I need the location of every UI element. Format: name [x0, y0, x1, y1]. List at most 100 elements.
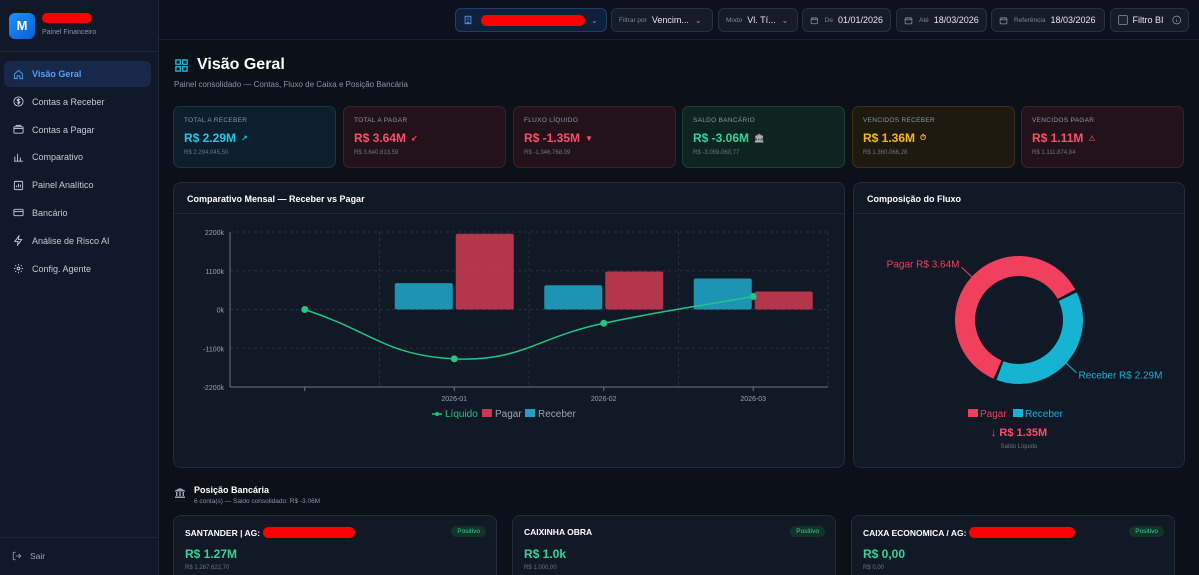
credit-card-icon [13, 207, 24, 218]
panel-title: Comparativo Mensal — Receber vs Pagar [187, 194, 365, 204]
reference-date-input[interactable]: Referência 18/03/2026 [991, 8, 1105, 32]
sidebar-nav: Visão Geral Contas a Receber Contas a Pa… [4, 61, 151, 283]
clock-icon: ⏱ [920, 133, 927, 142]
kpi-value-text: R$ 3.64M [354, 131, 407, 145]
home-icon [13, 69, 24, 80]
kpi-total-receber[interactable]: Total a Receber R$ 2.29M ↗ R$ 2.294.045,5… [173, 106, 336, 168]
info-icon[interactable] [1171, 15, 1181, 25]
legend-swatch-receber [525, 409, 535, 417]
brand[interactable]: M Painel Financeiro [9, 13, 154, 41]
bi-filter-checkbox[interactable] [1118, 15, 1128, 25]
kpi-sub: R$ 1.111.874,84 [1032, 150, 1076, 156]
kpi-label: Total a Pagar [354, 117, 408, 124]
status-badge: Positivo [790, 526, 825, 537]
calendar-icon [810, 16, 818, 24]
kpi-value-text: R$ 2.29M [184, 131, 237, 145]
bank-name: CAIXINHA OBRA [524, 527, 593, 537]
date-to-input[interactable]: Até 18/03/2026 [896, 8, 987, 32]
divider [0, 537, 159, 538]
sidebar-item-label: Comparativo [32, 152, 84, 163]
analytics-icon [13, 180, 24, 191]
sidebar-item-comparativo[interactable]: Comparativo [4, 144, 151, 170]
monthly-comparison-chart[interactable]: 2200k 1100k 0k -1100k -2200k 2026-01 2026-02 2… [174, 213, 846, 469]
building-icon [464, 15, 472, 25]
sidebar-item-visao-geral[interactable]: Visão Geral [4, 61, 151, 87]
sidebar-item-label: Painel Analítico [32, 180, 94, 191]
bank-name-text: CAIXA ECONOMICA / AG: [863, 527, 967, 538]
mode-select[interactable]: Modo Vl. Tí... ⌄ [718, 8, 798, 32]
kpi-sub: R$ 2.294.045,50 [184, 150, 229, 156]
bar-pagar [605, 271, 664, 310]
sidebar-item-contas-pagar[interactable]: Contas a Pagar [4, 117, 151, 143]
warning-icon: ⚠ [1088, 133, 1096, 143]
bank-card-santander[interactable]: SANTANDER | AG: Positivo R$ 1.27M R$ 1.2… [173, 515, 497, 575]
bank-card-caixinha-obra[interactable]: CAIXINHA OBRA Positivo R$ 1.0k R$ 1.000,… [512, 515, 836, 575]
net-label: Saldo Líquido [1001, 444, 1038, 450]
topbar: ⌄ Filtrar por Vencim... ⌄ Modo Vl. Tí...… [159, 0, 1199, 40]
y-tick-label: -2200k [203, 385, 225, 392]
sidebar-item-config-agente[interactable]: Config. Agente [4, 256, 151, 282]
bank-card-caixa-economica[interactable]: CAIXA ECONOMICA / AG: Positivo R$ 0,00 R… [851, 515, 1175, 575]
kpi-value: R$ 3.64M ↙ [354, 131, 495, 145]
filter-by-select[interactable]: Filtrar por Vencim... ⌄ [611, 8, 713, 32]
y-tick-label: 1100k [205, 269, 224, 276]
legend-label-pagar: Pagar [495, 409, 522, 420]
donut-label-leader [961, 266, 973, 278]
kpi-vencidos-pagar[interactable]: Vencidos Pagar R$ 1.11M ⚠ R$ 1.111.874,84 [1021, 106, 1184, 168]
kpi-sub: R$ 3.640.813,59 [354, 150, 399, 156]
trend-up-icon: ↗ [241, 133, 248, 143]
page-title: Visão Geral [174, 56, 285, 74]
x-tick-label: 2026-03 [740, 396, 766, 403]
logout-label: Sair [30, 551, 46, 561]
kpi-sub: R$ -1.346.768,09 [524, 150, 571, 156]
bank-section-header: Posição Bancária 6 conta(s) — Saldo cons… [174, 485, 320, 505]
bank-balance: R$ 1.27M [185, 547, 238, 561]
y-tick-label: -1100k [203, 346, 224, 353]
sidebar-item-contas-receber[interactable]: Contas a Receber [4, 89, 151, 115]
sidebar-item-bancario[interactable]: Bancário [4, 200, 151, 226]
legend-swatch-pagar [482, 409, 492, 417]
calendar-icon [999, 16, 1008, 24]
panel-title: Composição do Fluxo [867, 194, 962, 204]
calendar-icon [904, 16, 913, 24]
grid-icon [175, 58, 188, 72]
net-value: ↓ R$ 1.35M [991, 427, 1047, 439]
reference-date-label: Referência [1014, 16, 1046, 24]
page-subtitle: Painel consolidado — Contas, Fluxo de Ca… [174, 80, 408, 89]
gear-icon [13, 263, 24, 274]
kpi-value: R$ 1.36M ⏱ [863, 131, 1004, 145]
logout-button[interactable]: Sair [12, 551, 45, 561]
divider [0, 51, 159, 52]
legend-swatch-receber [1013, 409, 1023, 417]
brand-name-redacted [42, 13, 92, 23]
donut-slice-receber [996, 292, 1083, 384]
bi-filter-toggle[interactable]: Filtro BI [1110, 8, 1189, 32]
kpi-fluxo-liquido[interactable]: Fluxo Líquido R$ -1.35M ▼ R$ -1.346.768,0… [513, 106, 676, 168]
kpi-value: R$ -3.06M 🏛 [693, 131, 834, 145]
date-from-input[interactable]: De 01/01/2026 [802, 8, 891, 32]
bank-balance-detail: R$ 1.267.622,70 [185, 565, 230, 571]
kpi-vencidos-receber[interactable]: Vencidos Receber R$ 1.36M ⏱ R$ 1.360.066,… [852, 106, 1015, 168]
mode-label: Modo [726, 16, 743, 24]
legend-label-pagar: Pagar [980, 409, 1007, 420]
kpi-saldo-bancario[interactable]: Saldo Bancário R$ -3.06M 🏛 R$ -3.059.060,… [682, 106, 845, 168]
flow-composition-donut[interactable]: Receber R$ 2.29M Pagar R$ 3.64M Pagar Rece… [854, 213, 1186, 469]
divider [854, 213, 1184, 214]
kpi-total-pagar[interactable]: Total a Pagar R$ 3.64M ↙ R$ 3.640.813,59 [343, 106, 506, 168]
donut-label-leader [1065, 362, 1077, 374]
company-selector[interactable]: ⌄ [455, 8, 607, 32]
status-badge: Positivo [1129, 526, 1164, 537]
sidebar-item-painel-analitico[interactable]: Painel Analítico [4, 172, 151, 198]
sidebar-item-label: Visão Geral [32, 69, 82, 79]
kpi-value: R$ 1.11M ⚠ [1032, 131, 1173, 145]
chevron-down-icon: ⌄ [781, 15, 789, 25]
bank-balance-detail: R$ 0,00 [863, 565, 885, 571]
donut-label-pagar: Pagar R$ 3.64M [887, 259, 960, 270]
bar-receber [394, 283, 453, 310]
sidebar-item-analise-risco[interactable]: Análise de Risco AI [4, 228, 151, 254]
legend-label-receber: Receber [1025, 409, 1063, 420]
bank-name-text: SANTANDER | AG: [185, 527, 261, 538]
mode-value: Vl. Tí... [747, 15, 776, 25]
kpi-value-text: R$ -3.06M [693, 131, 750, 145]
bar-receber [693, 278, 752, 310]
